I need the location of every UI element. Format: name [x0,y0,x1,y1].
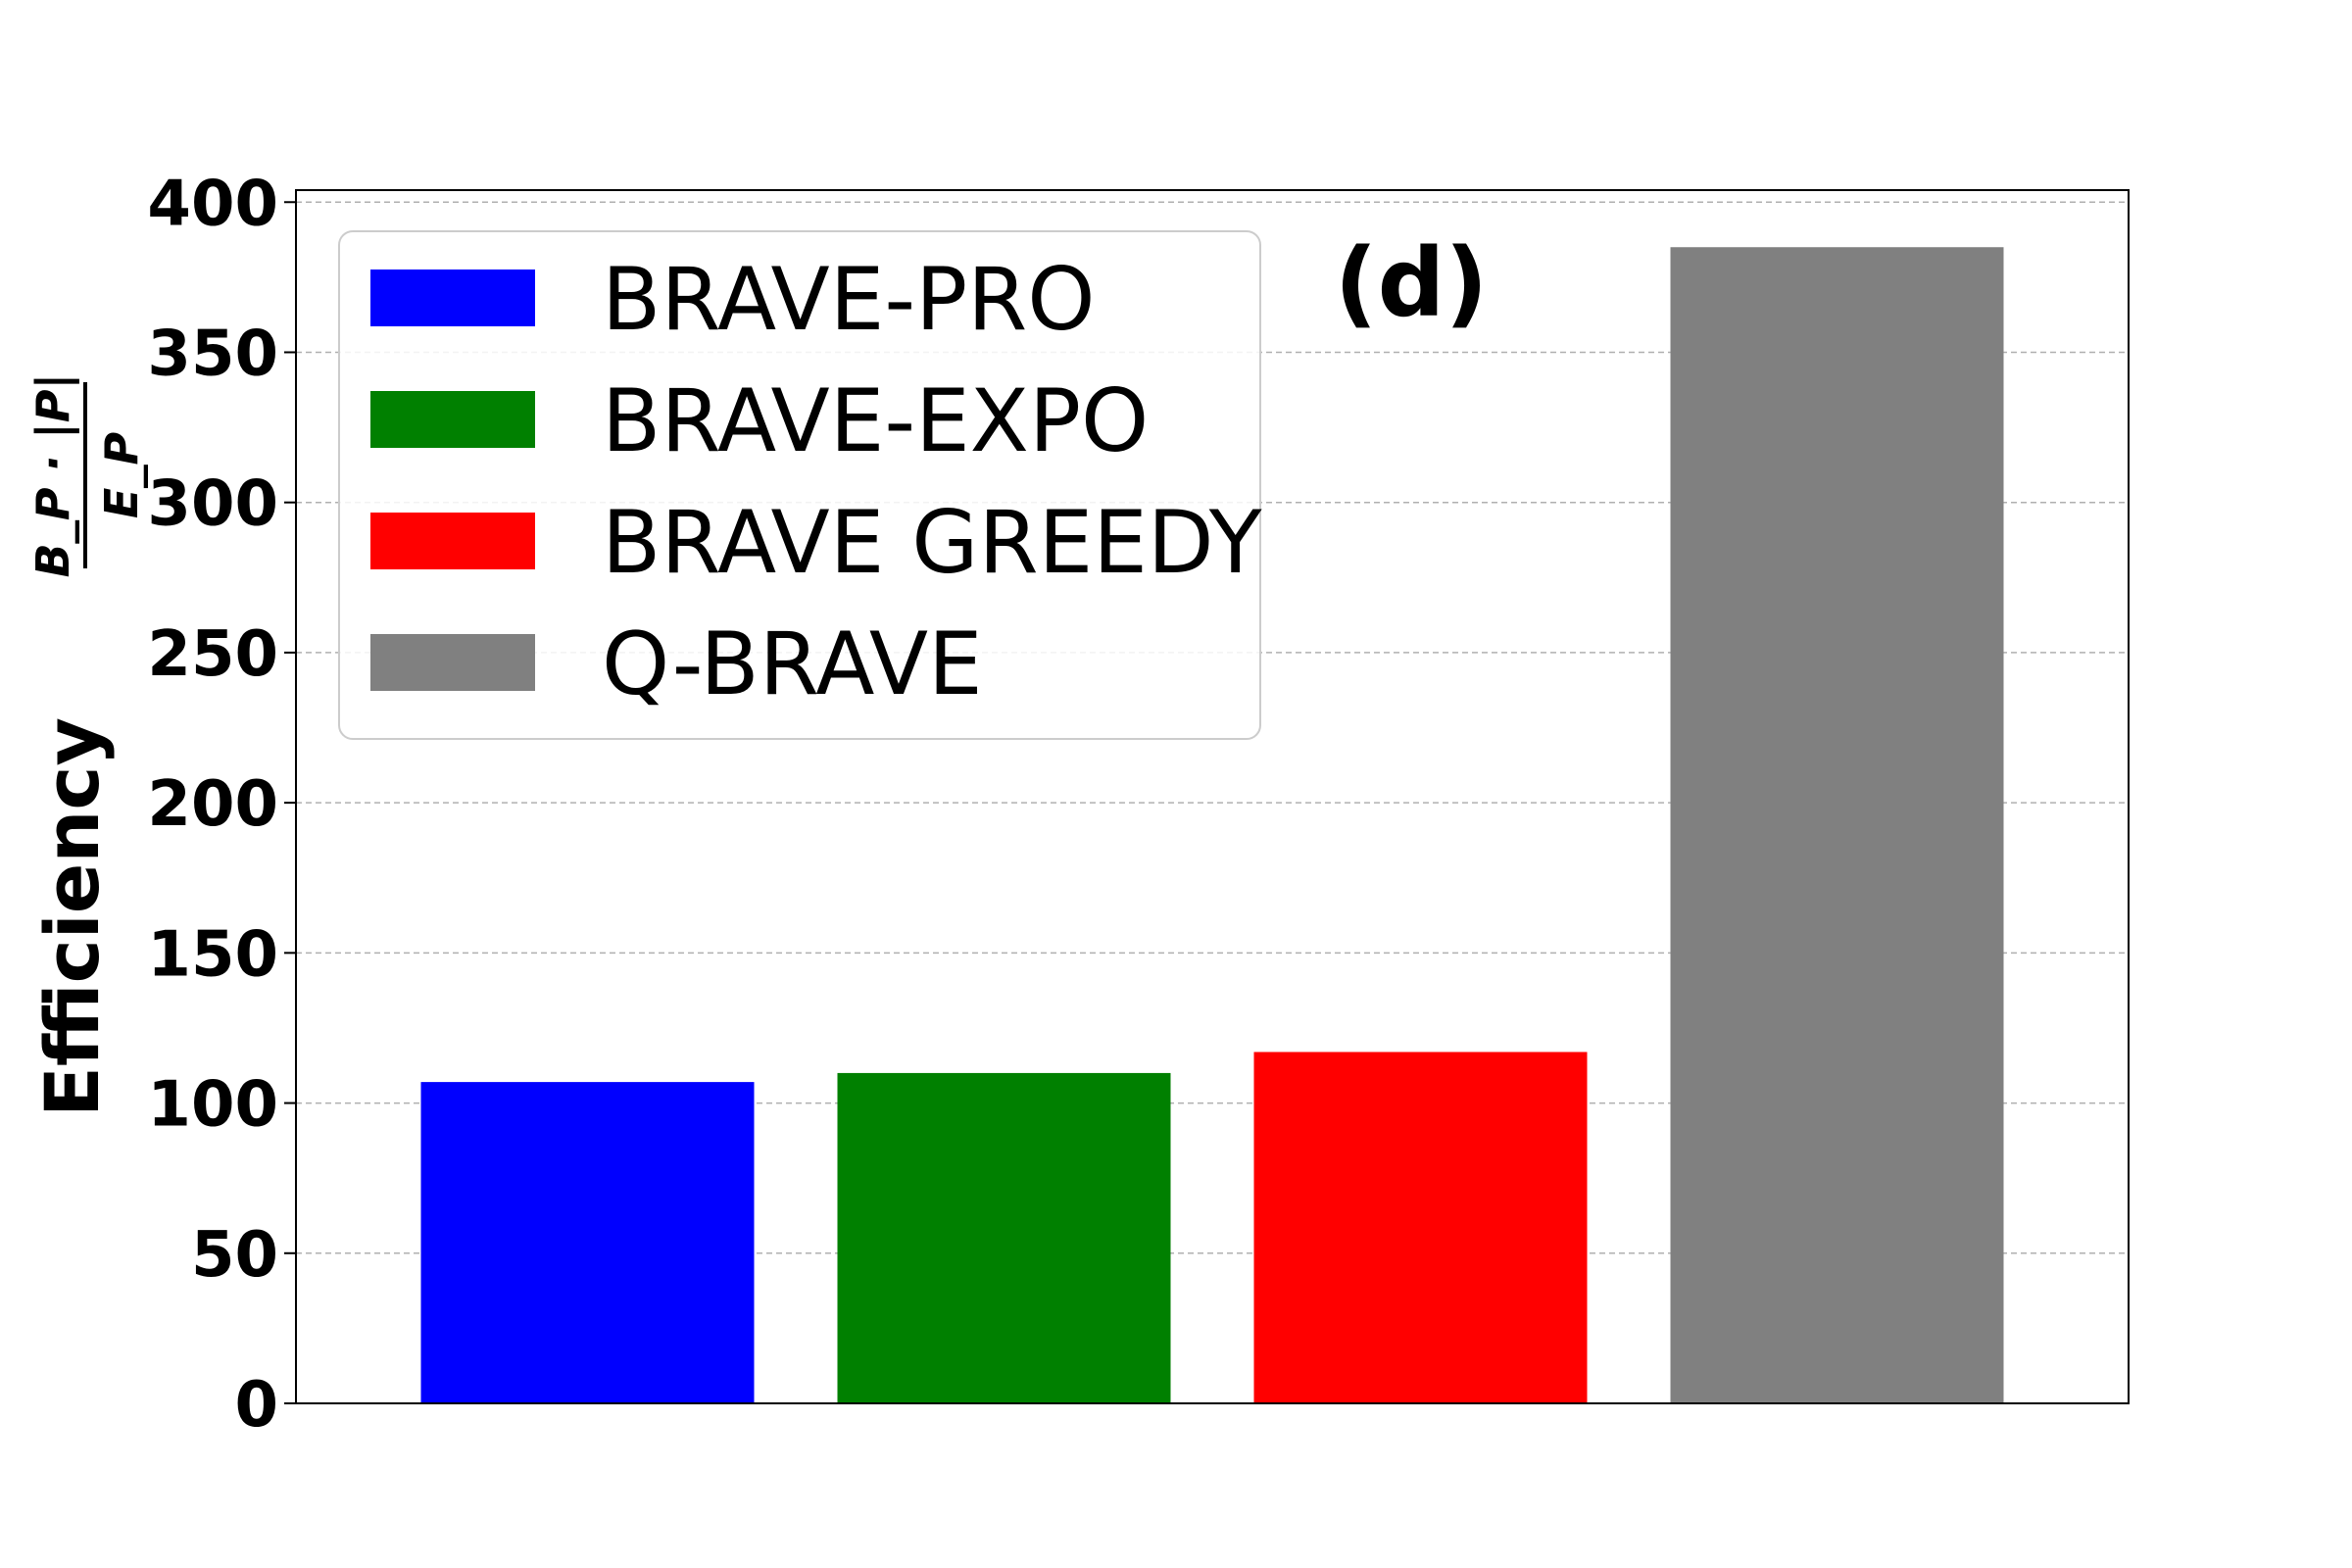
y-tick-label: 0 [234,1369,278,1442]
legend-swatch [370,270,535,326]
bars [420,247,2004,1403]
bar-brave-greedy [1253,1052,1588,1403]
legend-swatch [370,391,535,448]
legend-swatch [370,634,535,691]
y-axis-label: Efficiency B_P · |P| E_P [26,373,148,1117]
legend-entry-label: BRAVE GREEDY [602,492,1262,593]
y-tick-label: 100 [147,1069,278,1142]
legend-frame [338,230,1261,740]
bar-brave-expo [837,1072,1171,1403]
y-axis-formula-denominator: E_P [95,432,148,518]
legend-swatch [370,513,535,569]
legend-entry-label: Q-BRAVE [602,613,983,714]
legend-entry-label: BRAVE-PRO [602,249,1096,350]
y-tick-label: 250 [147,618,278,691]
y-tick-label: 50 [191,1219,278,1292]
y-tick-label: 400 [147,168,278,240]
y-tick-label: 300 [147,468,278,541]
y-tick-label: 150 [147,918,278,991]
y-tick-label: 350 [147,318,278,390]
y-axis-ticks: 0 50 100 150 200 250 300 350 400 [147,168,296,1442]
y-tick-label: 200 [147,768,278,841]
y-axis-formula-numerator: B_P · |P| [26,373,80,578]
panel-label: (d) [1335,228,1488,338]
plot-area-frame [295,189,2130,1404]
bar-brave-pro [420,1082,755,1403]
y-axis-label-text: Efficiency [28,717,116,1117]
legend-entry-label: BRAVE-EXPO [602,370,1149,471]
legend: BRAVE-PRO BRAVE-EXPO BRAVE GREEDY Q-BRAVE [338,230,1262,740]
bar-q-brave [1670,247,2004,1403]
